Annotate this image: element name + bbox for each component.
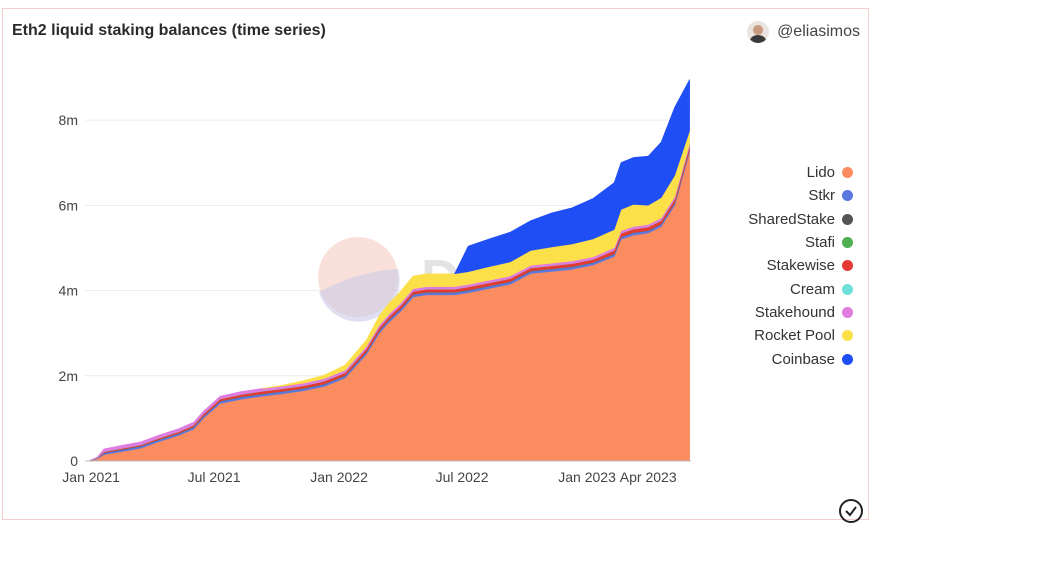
legend-swatch xyxy=(842,167,853,179)
legend-label: Cream xyxy=(789,280,835,298)
check-icon[interactable] xyxy=(839,499,863,523)
legend-label: Stakehound xyxy=(754,303,835,321)
legend-swatch xyxy=(842,213,853,225)
x-tick-label: Jan 2022 xyxy=(310,469,368,485)
chart-legend: Lido Stkr SharedStake Stafi Stakewise Cream St… xyxy=(703,161,853,371)
legend-item-sharedstake[interactable]: SharedStake xyxy=(703,208,853,231)
x-tick-label: Apr 2023 xyxy=(620,469,677,485)
legend-item-coinbase[interactable]: Coinbase xyxy=(703,347,853,370)
legend-label: Rocket Pool xyxy=(754,327,835,345)
x-tick-label: Jan 2021 xyxy=(62,469,120,485)
chart-title: Eth2 liquid staking balances (time serie… xyxy=(12,22,326,39)
author-badge[interactable]: @eliasimos xyxy=(747,21,860,43)
legend-item-stakewise[interactable]: Stakewise xyxy=(703,254,853,277)
legend-item-stakehound[interactable]: Stakehound xyxy=(703,301,853,324)
y-tick-label: 8m xyxy=(59,112,78,128)
legend-label: Stkr xyxy=(808,187,835,205)
y-tick-label: 2m xyxy=(59,368,78,384)
legend-swatch xyxy=(842,190,853,202)
legend-label: Coinbase xyxy=(771,350,835,368)
legend-item-lido[interactable]: Lido xyxy=(703,161,853,184)
y-tick-label: 4m xyxy=(59,283,78,299)
chart-card: Eth2 liquid staking balances (time serie… xyxy=(2,8,869,523)
legend-swatch xyxy=(842,353,853,365)
legend-swatch xyxy=(842,260,853,272)
y-tick-label: 6m xyxy=(59,197,78,213)
area-rocket-pool xyxy=(262,130,690,389)
legend-swatch xyxy=(842,306,853,318)
legend-label: Lido xyxy=(806,164,835,182)
legend-swatch xyxy=(842,330,853,342)
legend-item-stkr[interactable]: Stkr xyxy=(703,184,853,207)
legend-swatch xyxy=(842,237,853,249)
legend-item-stafi[interactable]: Stafi xyxy=(703,231,853,254)
legend-label: SharedStake xyxy=(748,210,835,228)
y-tick-label: 0 xyxy=(70,453,78,469)
author-name: @eliasimos xyxy=(777,23,860,40)
legend-swatch xyxy=(842,283,853,295)
avatar xyxy=(747,21,770,43)
x-tick-label: Jul 2021 xyxy=(188,469,241,485)
area-coinbase xyxy=(454,79,690,275)
legend-label: Stafi xyxy=(804,234,835,252)
legend-item-rocket-pool[interactable]: Rocket Pool xyxy=(703,324,853,347)
legend-item-cream[interactable]: Cream xyxy=(703,277,853,300)
x-tick-label: Jul 2022 xyxy=(436,469,489,485)
legend-label: Stakewise xyxy=(766,257,835,275)
x-tick-label: Jan 2023 xyxy=(558,469,616,485)
